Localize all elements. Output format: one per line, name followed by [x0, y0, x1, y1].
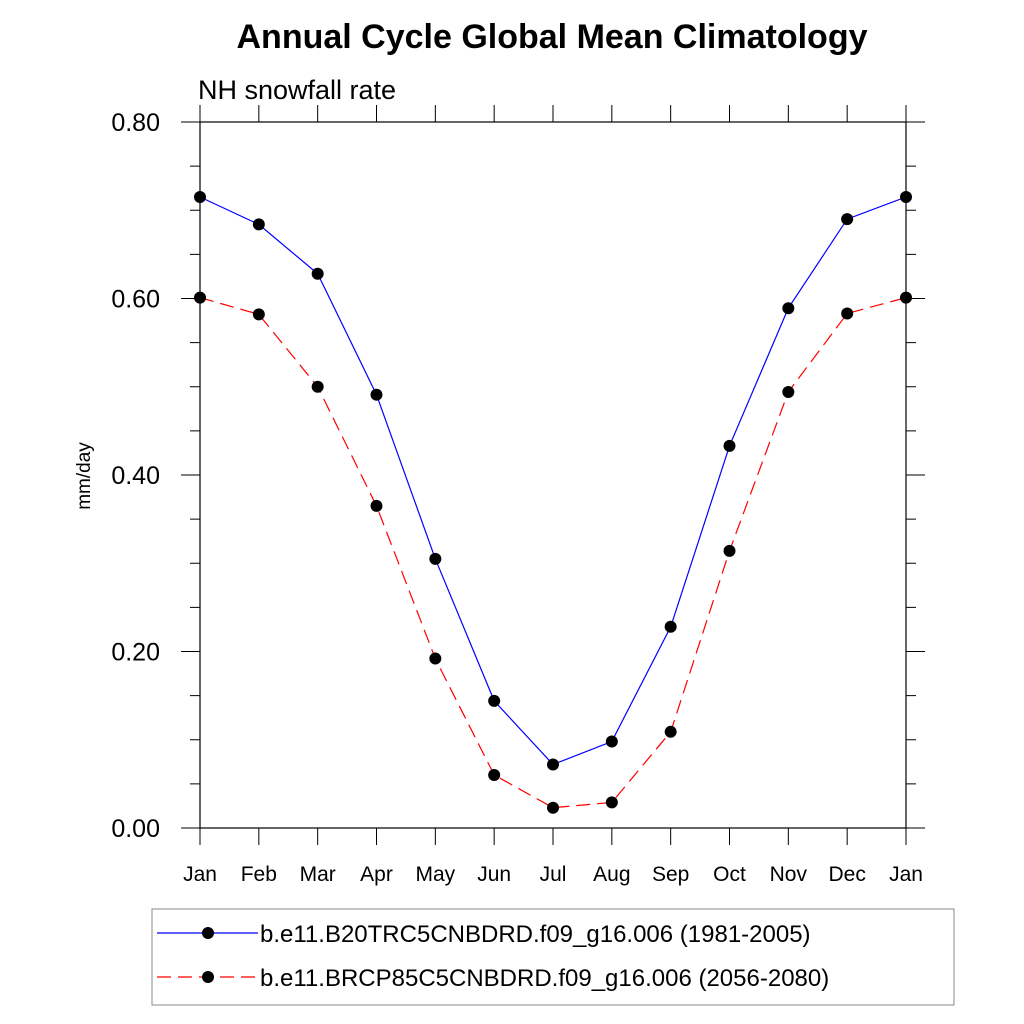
- series-2-point: [252, 308, 265, 321]
- series-1-point: [841, 213, 854, 226]
- y-tick-label: 0.80: [111, 109, 160, 137]
- y-tick-label: 0.00: [111, 815, 160, 843]
- series-2-point: [664, 725, 677, 738]
- legend-box: [151, 908, 955, 1006]
- legend-marker-series-2: [202, 971, 214, 983]
- y-axis-label: mm/day: [74, 442, 95, 510]
- x-tick-label: Nov: [770, 863, 808, 886]
- y-tick-label: 0.20: [111, 639, 160, 667]
- x-tick-label: Jun: [477, 863, 511, 886]
- series-1-point: [311, 267, 324, 280]
- series-2-point: [723, 544, 736, 557]
- y-tick-label: 0.60: [111, 286, 160, 314]
- series-1-point: [547, 758, 559, 771]
- series-1-point: [605, 735, 618, 748]
- series-1-point: [664, 620, 677, 633]
- series-2-point: [605, 796, 618, 809]
- axis-ticks: [181, 105, 925, 845]
- x-tick-label: Sep: [652, 863, 689, 886]
- x-tick-label: Oct: [713, 863, 746, 886]
- series-2-point: [370, 499, 383, 512]
- x-tick-labels: Jan Feb Mar Apr May Jun Jul Aug Sep Oct Nov Dec Jan: [183, 863, 923, 886]
- series-2-point: [311, 380, 324, 393]
- chart-subtitle: NH snowfall rate: [198, 75, 396, 105]
- y-tick-labels: 0.00 0.20 0.40 0.60 0.80: [111, 109, 160, 843]
- plot-frame: [199, 121, 907, 829]
- series-1-point: [429, 552, 442, 565]
- series-2-point: [429, 652, 442, 665]
- chart-title: Annual Cycle Global Mean Climatology: [237, 18, 868, 56]
- series-1-point: [488, 694, 501, 707]
- x-tick-label: Jan: [889, 863, 923, 886]
- series-2-point: [194, 291, 206, 304]
- legend: b.e11.B20TRC5CNBDRD.f09_g16.006 (1981-20…: [151, 908, 955, 1006]
- series-2-point: [488, 769, 501, 782]
- legend-marker-series-1: [202, 927, 214, 939]
- x-tick-label: Mar: [300, 863, 336, 886]
- series-line-1: [199, 196, 907, 766]
- series-2-point: [900, 291, 912, 304]
- series-1-point: [782, 302, 795, 315]
- series-lines: [199, 196, 907, 809]
- series-1-point: [194, 191, 206, 204]
- series-1-point: [252, 218, 265, 231]
- series-2-point: [841, 307, 854, 320]
- x-tick-label: Dec: [828, 863, 865, 886]
- series-line-2: [199, 297, 907, 809]
- x-tick-label: Apr: [360, 863, 393, 886]
- series-2-point: [782, 386, 795, 399]
- legend-label-series-1: b.e11.B20TRC5CNBDRD.f09_g16.006 (1981-20…: [260, 921, 811, 948]
- series-points: [194, 191, 912, 814]
- series-1-point: [723, 439, 736, 452]
- x-tick-label: Jan: [183, 863, 217, 886]
- x-tick-label: Feb: [241, 863, 277, 886]
- series-1-point: [900, 191, 912, 204]
- x-tick-label: May: [415, 863, 455, 886]
- x-tick-label: Jul: [540, 863, 567, 886]
- y-tick-label: 0.40: [111, 462, 160, 490]
- legend-label-series-2: b.e11.BRCP85C5CNBDRD.f09_g16.006 (2056-2…: [260, 965, 829, 992]
- x-tick-label: Aug: [593, 863, 630, 886]
- series-1-point: [370, 388, 383, 401]
- series-2-point: [547, 801, 559, 814]
